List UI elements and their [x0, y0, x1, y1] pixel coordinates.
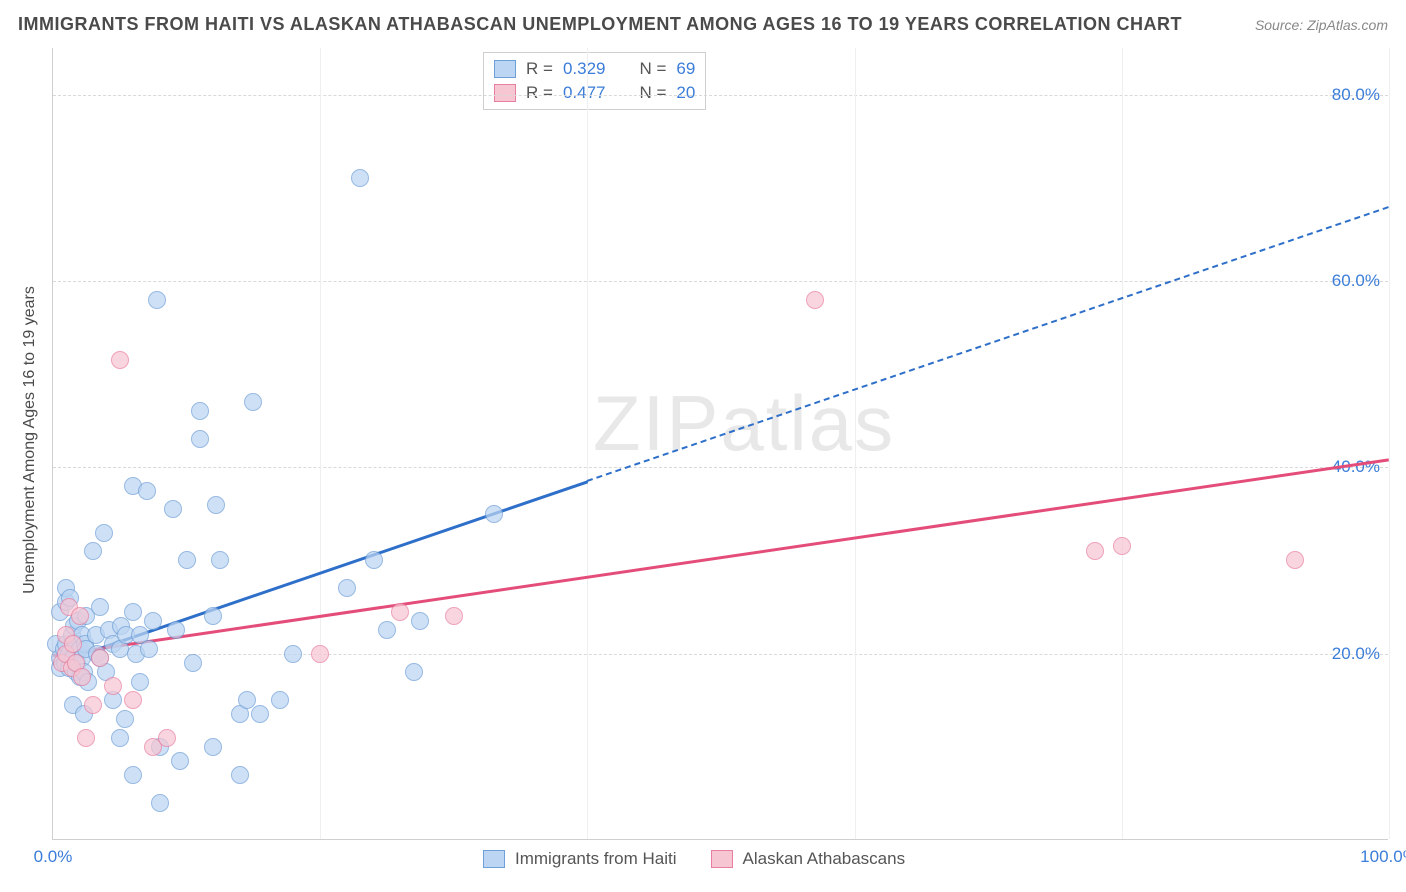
data-point — [84, 542, 102, 560]
vgridline — [587, 48, 588, 839]
data-point — [138, 482, 156, 500]
y-tick-label: 20.0% — [1332, 644, 1380, 664]
data-point — [207, 496, 225, 514]
x-tick-label: 0.0% — [34, 847, 73, 867]
legend-series-label: Immigrants from Haiti — [515, 849, 677, 869]
data-point — [77, 729, 95, 747]
legend-swatch — [494, 84, 516, 102]
source-prefix: Source: — [1255, 17, 1307, 33]
data-point — [184, 654, 202, 672]
data-point — [191, 402, 209, 420]
data-point — [178, 551, 196, 569]
data-point — [244, 393, 262, 411]
legend-row: R = 0.477 N = 20 — [494, 81, 695, 105]
y-tick-label: 80.0% — [1332, 85, 1380, 105]
scatter-plot: ZIPatlas R =0.329N =69R =0.477N =20 Immi… — [52, 48, 1388, 840]
data-point — [485, 505, 503, 523]
data-point — [151, 794, 169, 812]
data-point — [1086, 542, 1104, 560]
gridline — [53, 467, 1388, 468]
data-point — [338, 579, 356, 597]
data-point — [167, 621, 185, 639]
data-point — [806, 291, 824, 309]
legend-series-label: Alaskan Athabascans — [743, 849, 906, 869]
data-point — [144, 612, 162, 630]
y-tick-label: 60.0% — [1332, 271, 1380, 291]
data-point — [116, 710, 134, 728]
legend-n-value: 20 — [676, 83, 695, 103]
source-label: Source: ZipAtlas.com — [1255, 17, 1388, 33]
data-point — [284, 645, 302, 663]
legend-swatch — [711, 850, 733, 868]
data-point — [391, 603, 409, 621]
data-point — [131, 673, 149, 691]
data-point — [231, 766, 249, 784]
trend-line — [53, 458, 1389, 657]
gridline — [53, 281, 1388, 282]
x-tick-label: 100.0% — [1360, 847, 1406, 867]
data-point — [1286, 551, 1304, 569]
legend-r-value: 0.477 — [563, 83, 606, 103]
data-point — [124, 603, 142, 621]
data-point — [164, 500, 182, 518]
data-point — [91, 598, 109, 616]
data-point — [104, 677, 122, 695]
vgridline — [855, 48, 856, 839]
series-legend: Immigrants from Haiti Alaskan Athabascans — [483, 849, 905, 869]
data-point — [238, 691, 256, 709]
trend-line — [587, 206, 1389, 482]
legend-row: R = 0.329 N = 69 — [494, 57, 695, 81]
vgridline — [320, 48, 321, 839]
title-bar: IMMIGRANTS FROM HAITI VS ALASKAN ATHABAS… — [18, 14, 1388, 35]
data-point — [71, 607, 89, 625]
data-point — [1113, 537, 1131, 555]
gridline — [53, 654, 1388, 655]
data-point — [311, 645, 329, 663]
chart-title: IMMIGRANTS FROM HAITI VS ALASKAN ATHABAS… — [18, 14, 1182, 35]
data-point — [411, 612, 429, 630]
data-point — [140, 640, 158, 658]
legend-n-value: 69 — [676, 59, 695, 79]
gridline — [53, 95, 1388, 96]
data-point — [64, 635, 82, 653]
data-point — [84, 696, 102, 714]
data-point — [191, 430, 209, 448]
data-point — [73, 668, 91, 686]
legend-n-label: N = — [639, 59, 666, 79]
legend-r-value: 0.329 — [563, 59, 606, 79]
data-point — [91, 649, 109, 667]
data-point — [95, 524, 113, 542]
data-point — [111, 351, 129, 369]
legend-swatch — [483, 850, 505, 868]
source-name: ZipAtlas.com — [1307, 17, 1388, 33]
data-point — [158, 729, 176, 747]
correlation-legend: R = 0.329 N = 69 R = 0.477 N = 20 — [483, 52, 706, 110]
data-point — [271, 691, 289, 709]
legend-item: Alaskan Athabascans — [711, 849, 906, 869]
vgridline — [1122, 48, 1123, 839]
data-point — [204, 607, 222, 625]
data-point — [111, 729, 129, 747]
data-point — [204, 738, 222, 756]
data-point — [148, 291, 166, 309]
y-axis-label: Unemployment Among Ages 16 to 19 years — [21, 286, 39, 594]
legend-r-label: R = — [526, 83, 553, 103]
data-point — [405, 663, 423, 681]
legend-swatch — [494, 60, 516, 78]
data-point — [351, 169, 369, 187]
legend-r-label: R = — [526, 59, 553, 79]
vgridline — [1389, 48, 1390, 839]
data-point — [211, 551, 229, 569]
data-point — [124, 691, 142, 709]
legend-item: Immigrants from Haiti — [483, 849, 677, 869]
data-point — [378, 621, 396, 639]
data-point — [171, 752, 189, 770]
data-point — [445, 607, 463, 625]
legend-n-label: N = — [639, 83, 666, 103]
data-point — [365, 551, 383, 569]
data-point — [251, 705, 269, 723]
data-point — [124, 766, 142, 784]
